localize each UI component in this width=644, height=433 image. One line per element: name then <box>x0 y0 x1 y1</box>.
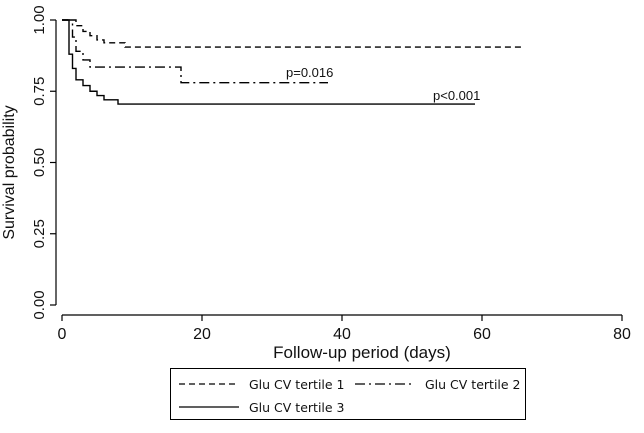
x-tick-label: 80 <box>613 326 631 343</box>
y-tick-label: 1.00 <box>31 5 48 34</box>
legend: Glu CV tertile 1 Glu CV tertile 2 Glu CV… <box>170 368 526 420</box>
legend-swatch-solid <box>179 406 239 408</box>
legend-item-tertile-1: Glu CV tertile 1 <box>179 375 345 393</box>
series-layer <box>62 19 524 105</box>
x-tick-label: 0 <box>58 326 67 343</box>
y-tick-label: 0.00 <box>31 290 48 319</box>
legend-label-tertile-1: Glu CV tertile 1 <box>249 376 345 392</box>
p-value-annotation-1: p=0.016 <box>286 65 333 80</box>
x-axis-title: Follow-up period (days) <box>273 343 451 362</box>
y-tick-label: 0.25 <box>31 219 48 248</box>
x-tick-label: 60 <box>473 326 491 343</box>
legend-item-tertile-2: Glu CV tertile 2 <box>355 375 521 393</box>
axes: 0 20 40 60 80 0.00 0.25 0.50 0.75 1.00 Follow-up p… <box>1 5 631 362</box>
legend-swatch-dashdot <box>355 383 415 385</box>
y-tick-label: 0.75 <box>31 77 48 106</box>
legend-item-tertile-3: Glu CV tertile 3 <box>179 398 345 416</box>
legend-swatch-dashed <box>179 383 239 385</box>
x-tick-label: 40 <box>333 326 351 343</box>
series-line-tertile-3 <box>62 19 475 105</box>
legend-label-tertile-3: Glu CV tertile 3 <box>249 399 345 415</box>
x-tick-label: 20 <box>193 326 211 343</box>
p-value-annotation-2: p<0.001 <box>433 88 480 103</box>
series-line-tertile-1 <box>62 19 524 48</box>
y-tick-label: 0.50 <box>31 148 48 177</box>
y-axis-title: Survival probability <box>1 105 18 239</box>
legend-label-tertile-2: Glu CV tertile 2 <box>425 376 521 392</box>
labels-layer: p=0.016 p<0.001 <box>286 65 480 103</box>
series-line-tertile-2 <box>62 19 328 84</box>
